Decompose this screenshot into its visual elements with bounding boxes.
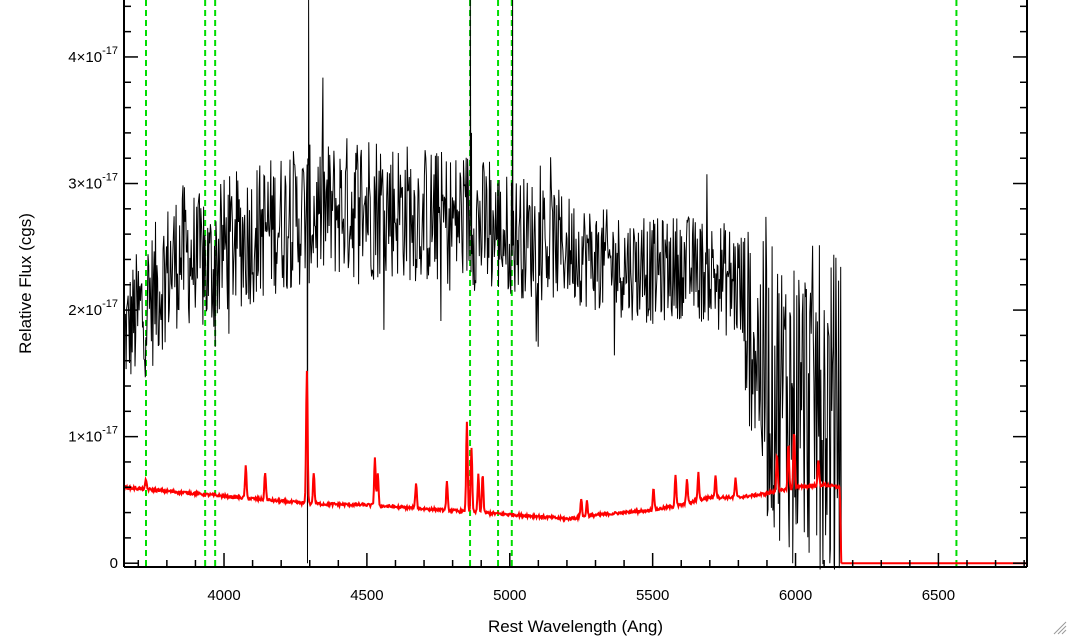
x-tick-labels: 4000 4500 5000 5500 6000 6500	[207, 587, 955, 604]
y-tick-label-1: 1×10-17	[68, 425, 118, 446]
y-axis-title: Relative Flux (cgs)	[16, 213, 35, 354]
observed-spectrum-series	[123, 0, 842, 570]
observed-spectrum-line	[123, 0, 842, 570]
y-tick-exponent: -17	[102, 172, 118, 184]
x-tick-label-5000: 5000	[493, 587, 526, 604]
y-tick-label-2: 2×10-17	[68, 298, 118, 319]
y-tick-label-3: 3×10-17	[68, 172, 118, 193]
plot-axes	[123, 0, 1028, 568]
x-tick-label-6000: 6000	[779, 587, 812, 604]
y-tick-mantissa: 1×10	[68, 429, 102, 446]
y-tick-exponent: -17	[102, 298, 118, 310]
x-tick-label-6500: 6500	[922, 587, 955, 604]
x-tick-label-4000: 4000	[207, 587, 240, 604]
y-tick-label-4: 4×10-17	[68, 45, 118, 66]
x-axis-title: Rest Wavelength (Ang)	[488, 617, 663, 636]
x-tick-label-5500: 5500	[636, 587, 669, 604]
x-tick-label-4500: 4500	[350, 587, 383, 604]
y-tick-mantissa: 0	[110, 555, 118, 572]
y-tick-labels: 01×10-172×10-173×10-174×10-17	[68, 45, 118, 572]
y-tick-label-0: 0	[110, 555, 118, 572]
model-spectrum-series	[123, 370, 1027, 565]
y-tick-exponent: -17	[102, 425, 118, 437]
y-tick-mantissa: 2×10	[68, 302, 102, 319]
y-tick-mantissa: 4×10	[68, 49, 102, 66]
y-tick-mantissa: 3×10	[68, 176, 102, 193]
model-spectrum-line	[123, 370, 1027, 565]
y-tick-exponent: -17	[102, 45, 118, 57]
resize-grip-icon[interactable]	[1053, 621, 1067, 635]
